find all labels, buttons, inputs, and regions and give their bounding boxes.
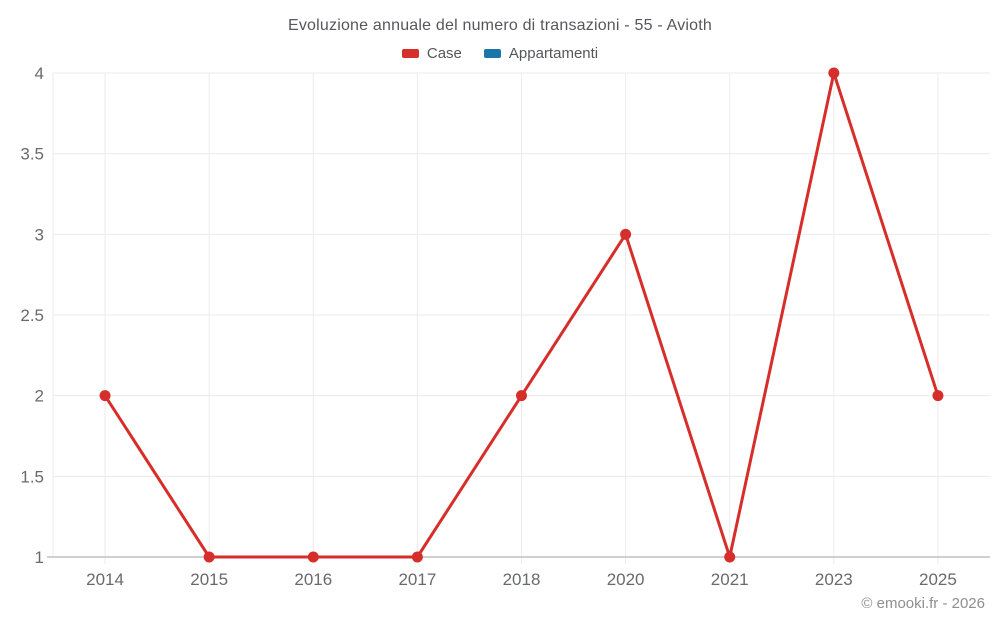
chart-title: Evoluzione annuale del numero di transaz…	[287, 17, 712, 34]
y-tick-label: 3	[35, 225, 44, 244]
x-tick-label: 2014	[86, 570, 124, 589]
y-tick-label: 1	[35, 548, 44, 567]
y-tick-label: 3.5	[20, 145, 44, 164]
x-tick-label: 2021	[711, 570, 749, 589]
x-tick-label: 2016	[294, 570, 332, 589]
series-case-point	[411, 551, 423, 563]
series-case-point	[516, 390, 527, 402]
legend-item-case[interactable]: Case	[401, 45, 462, 62]
x-tick-label: 2020	[607, 570, 645, 589]
chart-legend: Case Appartamenti	[0, 45, 1000, 62]
series-case-point	[99, 390, 111, 402]
legend-item-appartamenti[interactable]: Appartamenti	[483, 45, 599, 62]
series-case-point	[828, 67, 840, 79]
y-tick-label: 2	[35, 387, 44, 406]
series-case-point	[932, 390, 944, 402]
appartamenti-legend-swatch	[483, 49, 501, 58]
case-legend-swatch	[401, 49, 419, 58]
y-tick-label: 2.5	[20, 306, 44, 325]
series-case-point	[620, 228, 632, 240]
x-tick-label: 2017	[398, 570, 436, 589]
series-case-point	[307, 551, 319, 563]
series-case-point	[724, 551, 736, 563]
x-tick-label: 2018	[503, 570, 541, 589]
x-tick-label: 2023	[815, 570, 853, 589]
case-legend-label: Case	[426, 45, 462, 62]
watermark: © emooki.fr - 2026	[861, 595, 985, 612]
x-tick-label: 2015	[190, 570, 228, 589]
x-tick-label: 2025	[919, 570, 957, 589]
appartamenti-legend-label: Appartamenti	[508, 45, 599, 62]
series-case-point	[203, 551, 215, 563]
y-tick-label: 1.5	[20, 467, 44, 486]
y-tick-label: 4	[35, 64, 44, 83]
